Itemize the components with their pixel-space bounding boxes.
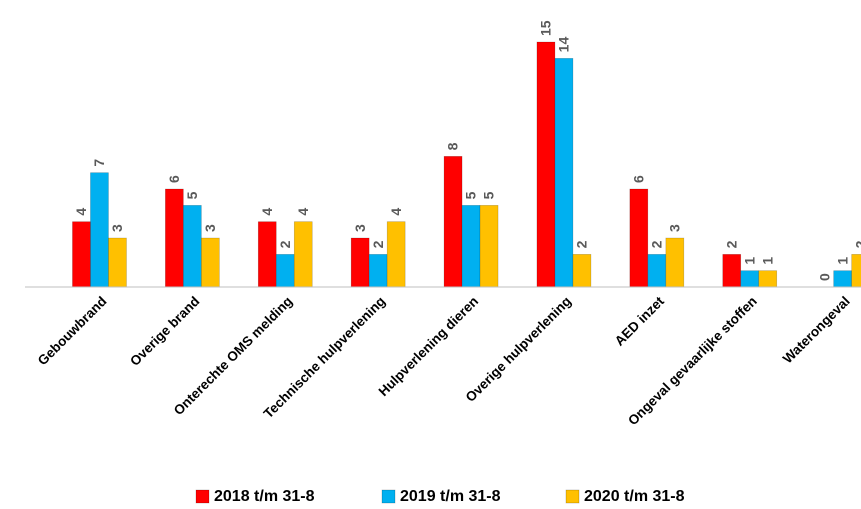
- value-label: 4: [295, 208, 311, 216]
- value-label: 6: [166, 175, 182, 183]
- x-tick-label: Hulpverlening dieren: [376, 294, 482, 400]
- x-tick-label: Gebouwbrand: [35, 294, 110, 369]
- legend-label: 2018 t/m 31-8: [214, 488, 315, 505]
- bar: [629, 188, 649, 288]
- bar: [647, 254, 667, 288]
- bar: [368, 254, 388, 288]
- value-label: 7: [91, 159, 107, 167]
- bar: [758, 270, 778, 288]
- x-tick-label: Overige brand: [127, 294, 202, 369]
- bar: [165, 188, 184, 288]
- value-label: 15: [538, 20, 554, 36]
- bar: [851, 254, 861, 288]
- bar: [461, 205, 481, 288]
- value-label: 2: [370, 240, 386, 248]
- value-label: 1: [741, 257, 757, 265]
- value-label: 0: [816, 273, 832, 281]
- value-label: 3: [667, 224, 683, 232]
- bar: [536, 41, 556, 288]
- value-label: 2: [723, 240, 739, 248]
- legend-swatch: [565, 489, 580, 504]
- value-label: 2: [649, 240, 665, 248]
- value-label: 1: [834, 257, 850, 265]
- bar: [443, 156, 463, 288]
- bar: [740, 270, 760, 288]
- legend-label: 2019 t/m 31-8: [400, 488, 501, 505]
- value-label: 5: [463, 191, 479, 199]
- bar: [90, 172, 109, 288]
- bar: [108, 237, 127, 288]
- bar: [554, 58, 574, 288]
- value-label: 5: [184, 191, 200, 199]
- bar: [275, 254, 295, 288]
- value-label: 3: [109, 224, 125, 232]
- value-label: 8: [445, 142, 461, 150]
- bar: [257, 221, 277, 288]
- value-label: 5: [481, 191, 497, 199]
- value-label: 4: [388, 208, 404, 216]
- x-tick-label: Overige hulpverlening: [463, 294, 574, 405]
- bar: [665, 237, 685, 288]
- bar: [72, 221, 91, 288]
- value-label: 2: [277, 240, 293, 248]
- bar: [201, 237, 220, 288]
- legend-swatch: [381, 489, 396, 504]
- bar: [572, 254, 592, 288]
- value-label: 3: [352, 224, 368, 232]
- legend-swatch: [195, 489, 210, 504]
- bar: [386, 221, 406, 288]
- value-label: 4: [73, 208, 89, 216]
- value-label: 14: [556, 37, 572, 53]
- value-label: 6: [631, 175, 647, 183]
- x-tick-label: AED inzet: [612, 293, 668, 349]
- legend-label: 2020 t/m 31-8: [584, 488, 685, 505]
- value-label: 1: [759, 257, 775, 265]
- value-label: 3: [202, 224, 218, 232]
- bar: [350, 237, 370, 288]
- bar: [833, 270, 852, 288]
- bar: [183, 205, 202, 288]
- value-label: 2: [574, 240, 590, 248]
- value-label: 2: [852, 240, 861, 248]
- bar: [293, 221, 313, 288]
- x-tick-label: Waterongeval: [780, 294, 853, 367]
- bar: [722, 254, 742, 288]
- bar: [479, 205, 499, 288]
- value-label: 4: [259, 208, 275, 216]
